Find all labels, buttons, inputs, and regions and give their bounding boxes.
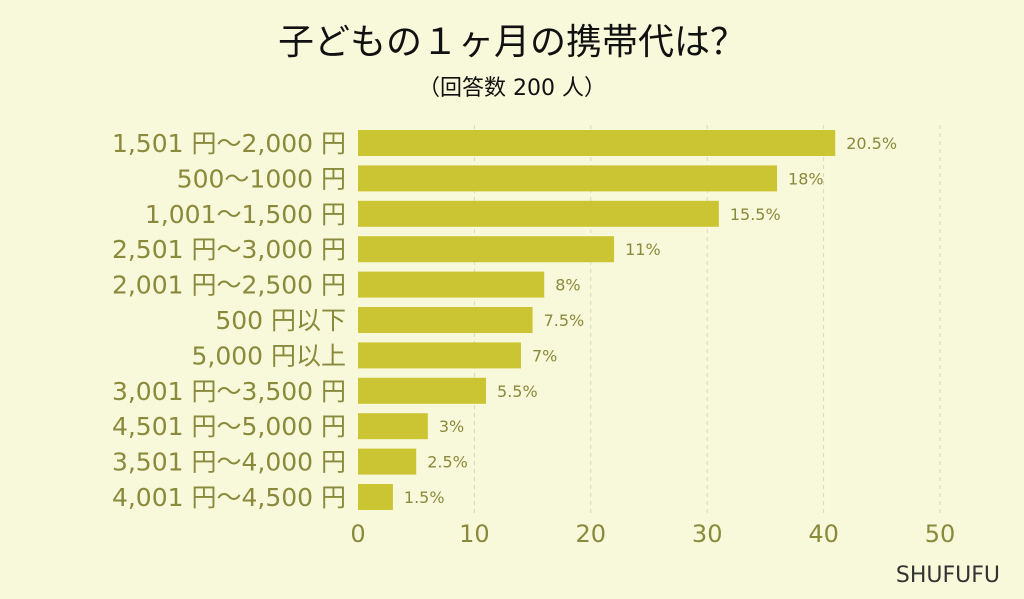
value-label: 3% xyxy=(439,417,464,436)
value-label: 8% xyxy=(555,276,580,295)
x-tick-label: 50 xyxy=(925,520,956,548)
x-tick-label: 0 xyxy=(350,520,365,548)
bar xyxy=(358,236,615,263)
value-label: 7.5% xyxy=(544,311,585,330)
category-label: 1,501 円～2,000 円 xyxy=(112,129,346,158)
bar xyxy=(358,484,393,510)
x-axis-ticks: 0 10 20 30 40 50 xyxy=(350,520,955,548)
category-label: 4,501 円～5,000 円 xyxy=(112,412,346,441)
category-label: 5,000 円以上 xyxy=(191,341,346,370)
x-tick-label: 40 xyxy=(808,520,839,548)
value-label: 7% xyxy=(532,346,557,365)
value-label: 20.5% xyxy=(846,134,897,153)
bar xyxy=(358,130,836,156)
category-label: 500～1000 円 xyxy=(177,164,346,193)
chart-title: 子どもの１ヶ月の携帯代は？ xyxy=(278,22,746,63)
chart-subtitle: （回答数 200 人） xyxy=(418,76,606,101)
bar xyxy=(358,377,487,404)
bar xyxy=(358,448,417,475)
value-label: 15.5% xyxy=(730,205,781,224)
category-label: 4,001 円～4,500 円 xyxy=(112,483,346,512)
value-label: 1.5% xyxy=(404,488,445,507)
bar xyxy=(358,200,719,227)
value-label: 18% xyxy=(788,169,824,188)
category-label: 3,501 円～4,000 円 xyxy=(112,448,346,477)
watermark: SHUFUFU xyxy=(896,563,1000,588)
bar xyxy=(358,165,778,192)
bar xyxy=(358,342,521,369)
bar xyxy=(358,271,545,298)
bar xyxy=(358,307,533,333)
category-label: 3,001 円～3,500 円 xyxy=(112,377,346,406)
x-tick-label: 30 xyxy=(692,520,723,548)
category-label: 500 円以下 xyxy=(215,306,346,335)
bar xyxy=(358,413,428,440)
category-label: 2,501 円～3,000 円 xyxy=(112,235,346,264)
value-label: 5.5% xyxy=(497,382,538,401)
category-labels: 1,501 円～2,000 円 500～1000 円 1,001～1,500 円 2,… xyxy=(112,129,346,512)
category-label: 2,001 円～2,500 円 xyxy=(112,271,346,300)
value-labels: 20.5% 18% 15.5% 11% 8% 7.5% 7% 5.5% 3% 2.5% 1.5% xyxy=(404,134,897,507)
value-label: 2.5% xyxy=(427,453,468,472)
x-tick-label: 10 xyxy=(459,520,490,548)
bars xyxy=(358,130,836,510)
x-tick-label: 20 xyxy=(576,520,607,548)
category-label: 1,001～1,500 円 xyxy=(145,200,346,229)
value-label: 11% xyxy=(625,240,661,259)
